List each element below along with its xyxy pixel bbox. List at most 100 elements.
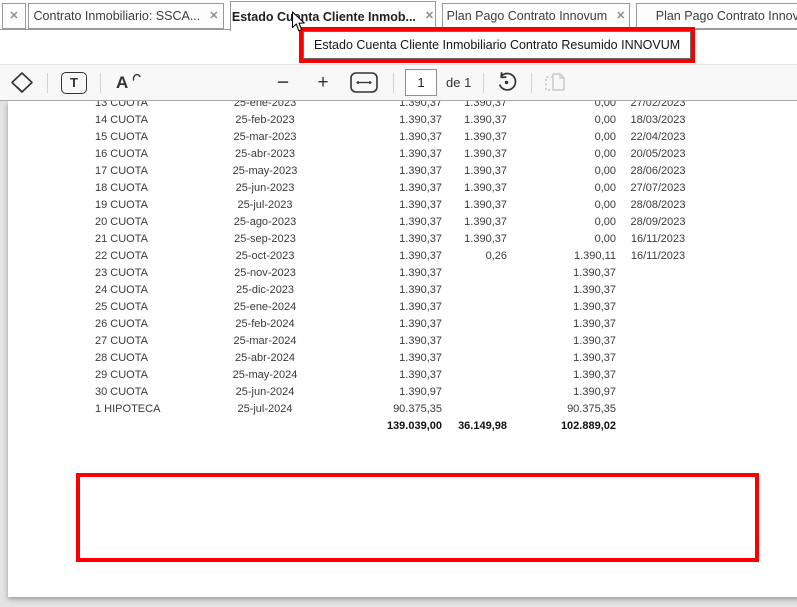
close-icon[interactable]: ✕ <box>9 9 19 22</box>
amount-paid <box>442 383 507 400</box>
installment-label: 14 CUOTA <box>95 113 148 126</box>
installment-label: 23 CUOTA <box>95 266 148 279</box>
page-view-icon <box>543 72 566 93</box>
amount-due: 1.390,37 <box>399 181 442 194</box>
payment-date: 27/02/2023 <box>630 101 686 109</box>
totals-row: 139.039,00 36.149,98 102.889,02 <box>95 417 700 434</box>
close-icon[interactable]: ✕ <box>209 9 219 22</box>
balance: 0,00 <box>594 101 616 109</box>
freetext-annotate-icon[interactable]: A <box>114 71 142 95</box>
amount-paid <box>442 366 507 383</box>
amount-due: 1.390,37 <box>399 232 442 245</box>
balance: 0,00 <box>594 164 616 177</box>
balance: 0,00 <box>594 113 616 126</box>
total-balance: 102.889,02 <box>560 419 616 432</box>
payment-date <box>616 315 700 332</box>
toolbar-separator <box>483 72 485 93</box>
amount-due: 1.390,37 <box>399 334 442 347</box>
page-number-input[interactable] <box>405 69 437 96</box>
fit-width-icon[interactable] <box>350 72 378 93</box>
installment-label: 17 CUOTA <box>95 164 148 177</box>
due-date: 25-ago-2023 <box>233 215 297 228</box>
table-row: 16 CUOTA 25-abr-2023 1.390,37 1.390,37 0… <box>95 145 700 162</box>
amount-paid <box>442 298 507 315</box>
table-row: 25 CUOTA 25-ene-2024 1.390,37 1.390,37 <box>95 298 700 315</box>
tab-plan-pago-1[interactable]: Plan Pago Contrato Innovum ✕ <box>442 3 630 29</box>
eraser-icon[interactable] <box>10 71 34 94</box>
payment-date <box>616 383 700 400</box>
red-highlight-tooltip-box: Estado Cuenta Cliente Inmobiliario Contr… <box>299 27 696 63</box>
table-row: 29 CUOTA 25-may-2024 1.390,37 1.390,37 <box>95 366 700 383</box>
amount-paid <box>442 281 507 298</box>
payment-date <box>616 400 700 417</box>
tab-overflow-stub[interactable]: ✕ <box>2 3 26 29</box>
due-date: 25-may-2024 <box>232 368 298 381</box>
amount-paid: 1.390,37 <box>464 198 507 211</box>
payment-date: 27/07/2023 <box>630 181 686 194</box>
table-row: 17 CUOTA 25-may-2023 1.390,37 1.390,37 0… <box>95 162 700 179</box>
payment-date: 16/11/2023 <box>630 249 686 262</box>
rotate-icon[interactable] <box>495 71 518 94</box>
table-row: 24 CUOTA 25-dic-2023 1.390,37 1.390,37 <box>95 281 700 298</box>
installment-label: 30 CUOTA <box>95 385 148 398</box>
table-row: 28 CUOTA 25-abr-2024 1.390,37 1.390,37 <box>95 349 700 366</box>
due-date: 25-abr-2023 <box>235 147 295 160</box>
balance: 1.390,37 <box>573 266 616 279</box>
zoom-in-icon[interactable]: + <box>317 71 329 93</box>
amount-due: 1.390,37 <box>399 300 442 313</box>
payment-date <box>616 264 700 281</box>
payment-date <box>616 366 700 383</box>
toolbar-separator <box>47 72 48 93</box>
amount-paid: 1.390,37 <box>464 147 507 160</box>
balance: 1.390,11 <box>573 249 616 262</box>
payment-date: 22/04/2023 <box>630 130 686 143</box>
due-date: 25-jul-2024 <box>237 402 293 415</box>
payment-date: 20/05/2023 <box>630 147 686 160</box>
tab-contrato-inmobiliario[interactable]: Contrato Inmobiliario: SSCA... ✕ <box>28 3 224 29</box>
amount-due: 1.390,37 <box>399 351 442 364</box>
balance: 1.390,37 <box>573 334 616 347</box>
due-date: 25-may-2023 <box>232 164 298 177</box>
red-highlight-empty-box <box>76 473 759 562</box>
due-date: 25-ene-2023 <box>233 101 297 109</box>
text-box-icon[interactable]: T <box>61 71 87 94</box>
installment-label: 16 CUOTA <box>95 147 148 160</box>
tab-plan-pago-2[interactable]: Plan Pago Contrato Innovum <box>636 3 797 29</box>
amount-due: 90.375,35 <box>393 402 442 415</box>
amount-due: 1.390,37 <box>399 283 442 296</box>
amount-paid: 1.390,37 <box>464 101 507 109</box>
due-date: 25-oct-2023 <box>235 249 295 262</box>
pdf-viewer-background: 13 CUOTA 25-ene-2023 1.390,37 1.390,37 0… <box>0 101 797 607</box>
close-icon[interactable]: ✕ <box>616 9 626 22</box>
toolbar-separator <box>393 72 394 93</box>
tab-label: Plan Pago Contrato Innovum <box>655 9 797 23</box>
balance: 1.390,97 <box>573 385 616 398</box>
tab-estado-cuenta-cliente[interactable]: Estado Cuenta Cliente Inmob... ✕ <box>230 1 436 31</box>
amount-due: 1.390,37 <box>399 113 442 126</box>
balance: 0,00 <box>594 181 616 194</box>
total-amount-due: 139.039,00 <box>386 419 442 432</box>
close-icon[interactable]: ✕ <box>424 10 435 22</box>
due-date: 25-dic-2023 <box>235 283 295 296</box>
table-row: 21 CUOTA 25-sep-2023 1.390,37 1.390,37 0… <box>95 230 700 247</box>
zoom-out-icon[interactable]: − <box>276 70 290 94</box>
amount-due: 1.390,37 <box>399 164 442 177</box>
amount-paid <box>442 264 507 281</box>
amount-due: 1.390,37 <box>399 266 442 279</box>
amount-paid: 1.390,37 <box>464 232 507 245</box>
payment-date: 28/06/2023 <box>630 164 686 177</box>
balance: 0,00 <box>594 215 616 228</box>
table-row: 23 CUOTA 25-nov-2023 1.390,37 1.390,37 <box>95 264 700 281</box>
installment-label: 28 CUOTA <box>95 351 148 364</box>
payment-date <box>616 298 700 315</box>
pdf-toolbar: T A − + de 1 <box>0 64 797 101</box>
installment-label: 21 CUOTA <box>95 232 148 245</box>
installment-label: 26 CUOTA <box>95 317 148 330</box>
text-tool-glyph: T <box>70 75 78 90</box>
payment-date: 18/03/2023 <box>630 113 686 126</box>
tab-tooltip: Estado Cuenta Cliente Inmobiliario Contr… <box>303 31 692 59</box>
due-date: 25-mar-2024 <box>233 334 297 347</box>
installment-label: 1 HIPOTECA <box>95 402 161 415</box>
tab-label: Estado Cuenta Cliente Inmob... <box>231 9 416 24</box>
balance: 1.390,37 <box>573 317 616 330</box>
